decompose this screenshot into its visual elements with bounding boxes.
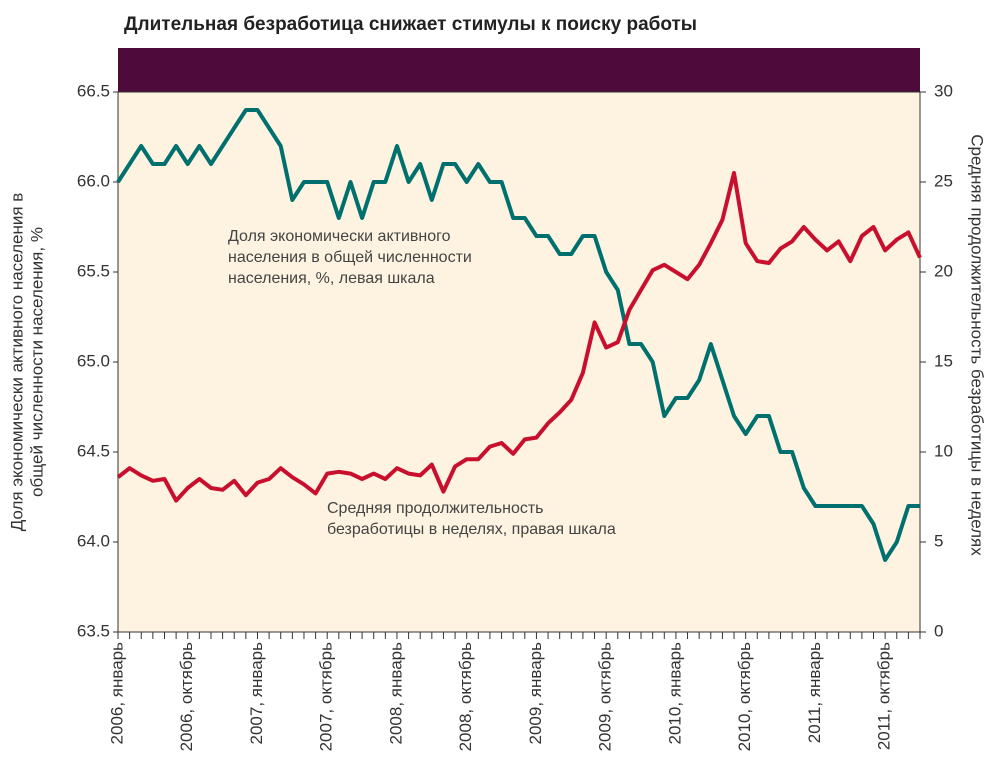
series-line [116,108,920,562]
x-tick-label: 2008, январь [386,642,405,745]
x-tick-label: 2006, октябрь [177,642,196,752]
y-axis-title: общей численности населения, % [27,227,46,497]
series-annotation: Средняя продолжительность [327,500,544,517]
y-tick-label: 64.0 [77,531,110,550]
series-annotation: безработицы в неделях, правая шкала [327,521,616,538]
x-tick-label: 2009, октябрь [596,642,615,752]
y-tick-label: 65.0 [77,351,110,370]
chart-title: Длительная безработица снижает стимулы к… [124,14,697,35]
x-tick-label: 2010, октябрь [735,642,754,752]
y-tick-label: 66.0 [77,171,110,190]
header-band [118,48,920,92]
x-tick-label: 2010, январь [665,642,684,745]
y-tick-label: 63.5 [77,621,110,640]
y2-tick-label: 30 [934,81,953,100]
series-line [116,171,922,503]
x-tick-label: 2007, октябрь [317,642,336,752]
x-tick-label: 2009, январь [526,642,545,745]
y2-axis-title: Средняя продолжительность безработицы в … [968,134,987,556]
series-annotation: населения, %, левая шкала [228,270,435,287]
y2-tick-label: 10 [934,441,953,460]
y2-tick-label: 0 [934,621,943,640]
series-annotation: Доля экономически активного [228,228,451,245]
x-tick-label: 2011, январь [805,642,824,743]
y2-tick-label: 25 [934,171,953,190]
x-tick-label: 2007, январь [247,642,266,745]
y2-tick-label: 20 [934,261,953,280]
y-tick-label: 64.5 [77,441,110,460]
x-tick-label: 2011, октябрь [875,642,894,750]
y2-tick-label: 15 [934,351,953,370]
y-axis-title: Доля экономически активного населения в [7,193,26,532]
series-annotation: населения в общей численности [228,249,472,266]
y-tick-label: 66.5 [77,81,110,100]
plot-area [117,91,921,633]
y2-tick-label: 5 [934,531,943,550]
y-tick-label: 65.5 [77,261,110,280]
x-tick-label: 2008, октябрь [456,642,475,752]
x-tick-label: 2006, январь [107,642,126,745]
